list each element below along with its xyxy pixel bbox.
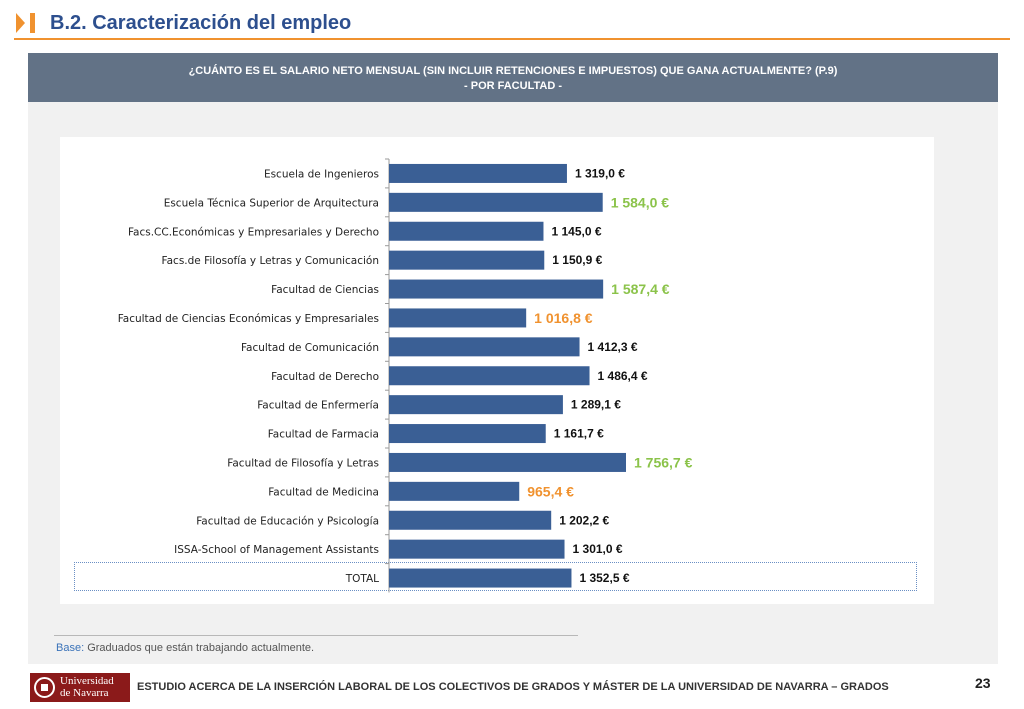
logo-line1: Universidad (60, 675, 114, 687)
base-text: Graduados que están trabajando actualmen… (87, 642, 315, 654)
footer-title: ESTUDIO ACERCA DE LA INSERCIÓN LABORAL D… (137, 681, 889, 693)
bar (389, 163, 567, 183)
base-note: Base: Graduados que están trabajando act… (56, 642, 314, 654)
data-label: 1 352,5 € (579, 571, 629, 585)
category-label: Facultad de Filosofía y Letras (227, 457, 379, 469)
bar (389, 481, 520, 501)
category-label: Facultad de Educación y Psicología (196, 515, 379, 527)
category-label: Facultad de Medicina (268, 486, 379, 498)
data-label: 965,4 € (527, 483, 574, 499)
bar (389, 424, 546, 444)
bar (389, 221, 544, 241)
category-label: Facultad de Comunicación (241, 342, 379, 354)
category-label: TOTAL (345, 573, 379, 585)
bar (389, 452, 626, 472)
category-label: Escuela Técnica Superior de Arquitectura (164, 197, 379, 209)
bar (389, 510, 552, 530)
data-label: 1 161,7 € (554, 427, 604, 441)
base-label: Base: (56, 642, 85, 654)
bar (389, 366, 590, 386)
category-label: Facultad de Derecho (271, 371, 379, 383)
data-label: 1 016,8 € (534, 310, 593, 326)
header-divider (14, 38, 1010, 40)
category-label: Facultad de Farmacia (268, 429, 379, 441)
bar (389, 279, 604, 299)
bar (389, 250, 545, 270)
data-label: 1 289,1 € (571, 398, 621, 412)
category-label: Facultad de Enfermería (257, 400, 379, 412)
data-label: 1 587,4 € (611, 281, 670, 297)
category-label: Facs.de Filosofía y Letras y Comunicació… (162, 255, 379, 267)
question-subtitle: - POR FACULTAD - (464, 80, 562, 92)
question-banner: ¿CUÁNTO ES EL SALARIO NETO MENSUAL (SIN … (28, 53, 998, 102)
data-label: 1 412,3 € (588, 340, 638, 354)
question-text: ¿CUÁNTO ES EL SALARIO NETO MENSUAL (SIN … (188, 65, 838, 77)
page-number: 23 (975, 675, 991, 691)
seal-icon (34, 677, 55, 698)
page-title: B.2. Caracterización del empleo (50, 12, 352, 34)
data-label: 1 145,0 € (551, 224, 601, 238)
logo-line2: de Navarra (60, 686, 109, 699)
total-highlight-box (74, 562, 917, 591)
bar (389, 192, 603, 212)
bar (389, 308, 527, 328)
data-label: 1 584,0 € (611, 194, 670, 210)
university-logo: Universidad de Navarra (30, 673, 130, 702)
category-label: Facs.CC.Económicas y Empresariales y Der… (128, 226, 379, 238)
bar (389, 337, 580, 357)
base-divider (54, 635, 578, 636)
data-label: 1 150,9 € (552, 253, 602, 267)
data-label: 1 202,2 € (559, 513, 609, 527)
bar (389, 395, 563, 415)
bar (389, 568, 572, 588)
chevron-bar-icon (16, 13, 35, 33)
data-label: 1 486,4 € (598, 369, 648, 383)
category-label: Facultad de Ciencias Económicas y Empres… (118, 313, 379, 325)
bar (389, 539, 565, 559)
data-label: 1 301,0 € (573, 542, 623, 556)
data-label: 1 319,0 € (575, 166, 625, 180)
category-label: ISSA-School of Management Assistants (174, 544, 379, 556)
category-label: Facultad de Ciencias (271, 284, 379, 296)
data-label: 1 756,7 € (634, 454, 693, 470)
category-label: Escuela de Ingenieros (264, 168, 379, 180)
